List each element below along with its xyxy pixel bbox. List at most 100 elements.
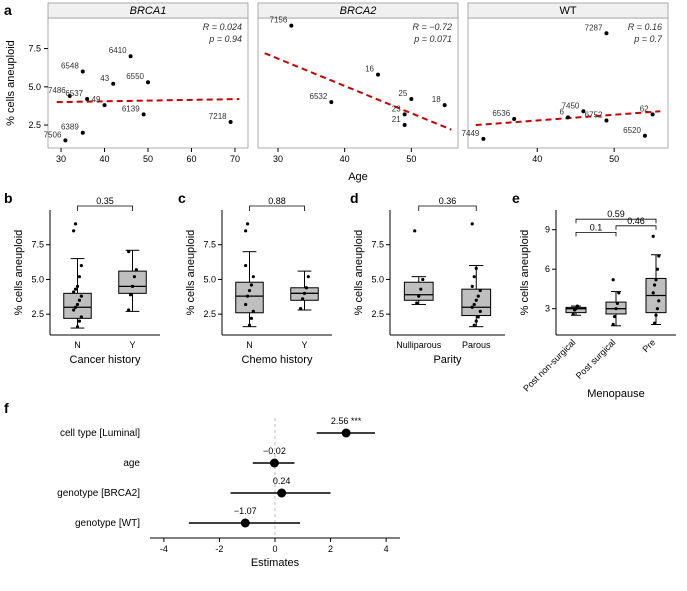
scatter-1: BRCA2 30 40 50 R = −0.72 p = 0.071 7156 16 6532 2… [258, 3, 458, 164]
svg-text:50: 50 [609, 154, 619, 164]
svg-text:N: N [246, 340, 253, 350]
svg-text:% cells aneuploid: % cells aneuploid [185, 230, 197, 316]
svg-text:0.1: 0.1 [590, 222, 603, 232]
svg-text:Parity: Parity [433, 354, 462, 366]
svg-text:6520: 6520 [623, 126, 641, 135]
svg-text:7.5: 7.5 [371, 240, 384, 250]
panel-f: cell type [Luminal] 2.56 *** age −0.02 genot… [57, 416, 400, 569]
svg-text:16: 16 [365, 65, 374, 74]
svg-text:-2: -2 [215, 544, 223, 554]
svg-text:6532: 6532 [310, 92, 328, 101]
svg-text:6389: 6389 [61, 123, 79, 132]
svg-text:7486: 7486 [48, 86, 66, 95]
svg-text:60: 60 [186, 154, 196, 164]
svg-text:6537: 6537 [65, 89, 83, 98]
svg-text:4: 4 [384, 544, 389, 554]
svg-text:7287: 7287 [585, 23, 603, 32]
label-a: a [4, 2, 12, 18]
svg-text:0: 0 [272, 544, 277, 554]
panel-d: 2.55.07.5% cells aneuploidNulliparousPar… [353, 196, 505, 366]
svg-text:7506: 7506 [44, 130, 62, 139]
svg-text:25: 25 [398, 89, 407, 98]
svg-text:0.24: 0.24 [273, 476, 291, 486]
svg-text:6548: 6548 [61, 62, 79, 71]
svg-text:cell type [Luminal]: cell type [Luminal] [60, 428, 140, 439]
svg-text:50: 50 [143, 154, 153, 164]
svg-text:age: age [123, 458, 140, 469]
svg-text:3: 3 [545, 304, 550, 314]
svg-text:7156: 7156 [270, 16, 288, 25]
svg-text:9: 9 [545, 225, 550, 235]
panel-e: 369% cells aneuploidPost non-surgicalPos… [519, 209, 676, 400]
svg-text:40: 40 [532, 154, 542, 164]
panel-c: 2.55.07.5% cells aneuploidNY0.88Chemo hi… [185, 196, 332, 366]
svg-text:30: 30 [273, 154, 283, 164]
svg-text:Post surgical: Post surgical [574, 337, 618, 381]
svg-text:0.88: 0.88 [268, 196, 286, 206]
svg-text:−1.07: −1.07 [234, 506, 257, 516]
svg-text:23: 23 [392, 104, 401, 113]
svg-text:7449: 7449 [462, 129, 480, 138]
svg-text:p = 0.94: p = 0.94 [208, 34, 242, 44]
svg-text:18: 18 [432, 95, 441, 104]
svg-text:Post non-surgical: Post non-surgical [521, 337, 577, 393]
svg-text:5.0: 5.0 [371, 274, 384, 284]
label-b: b [4, 190, 13, 206]
svg-text:6536: 6536 [492, 109, 510, 118]
svg-text:21: 21 [392, 115, 401, 124]
svg-text:49: 49 [92, 95, 101, 104]
svg-text:genotype [BRCA2]: genotype [BRCA2] [57, 488, 140, 499]
svg-text:R = −0.72: R = −0.72 [412, 22, 452, 32]
figure-svg: % cells aneuploidAgeBRCA12.55.07.5304050… [0, 0, 687, 586]
svg-text:40: 40 [100, 154, 110, 164]
svg-text:R = 0.16: R = 0.16 [628, 22, 662, 32]
svg-text:−0.02: −0.02 [263, 446, 286, 456]
svg-text:2.56 ***: 2.56 *** [331, 416, 362, 426]
label-f: f [4, 400, 9, 416]
svg-text:Age: Age [348, 171, 368, 183]
svg-text:% cells aneuploid: % cells aneuploid [353, 230, 365, 316]
svg-text:Y: Y [129, 340, 135, 350]
svg-text:p = 0.071: p = 0.071 [413, 34, 452, 44]
svg-text:2.5: 2.5 [371, 309, 384, 319]
svg-text:6139: 6139 [122, 104, 140, 113]
label-d: d [350, 190, 359, 206]
svg-text:50: 50 [406, 154, 416, 164]
svg-text:% cells aneuploid: % cells aneuploid [519, 230, 531, 316]
svg-text:-4: -4 [160, 544, 168, 554]
svg-text:BRCA2: BRCA2 [340, 5, 377, 17]
label-e: e [512, 190, 520, 206]
panel-b: 2.55.07.5% cells aneuploidNY0.35Cancer h… [13, 196, 160, 366]
svg-text:7218: 7218 [209, 112, 227, 121]
svg-text:62: 62 [640, 104, 649, 113]
svg-text:p = 0.7: p = 0.7 [633, 34, 663, 44]
svg-text:70: 70 [230, 154, 240, 164]
svg-text:6752: 6752 [585, 110, 603, 119]
svg-text:Cancer history: Cancer history [70, 354, 141, 366]
svg-text:0.59: 0.59 [607, 209, 625, 219]
svg-text:5.0: 5.0 [203, 274, 216, 284]
svg-text:Estimates: Estimates [251, 557, 300, 569]
svg-text:Menopause: Menopause [587, 388, 645, 400]
svg-text:43: 43 [100, 74, 109, 83]
svg-text:30: 30 [56, 154, 66, 164]
svg-text:40: 40 [340, 154, 350, 164]
svg-text:BRCA1: BRCA1 [130, 5, 167, 17]
svg-text:Y: Y [301, 340, 307, 350]
svg-text:Chemo history: Chemo history [242, 354, 313, 366]
label-c: c [178, 190, 186, 206]
svg-text:7.5: 7.5 [28, 44, 41, 54]
scatter-0: BRCA12.55.07.53040506070R = 0.024p = 0.9… [28, 3, 248, 164]
svg-text:2.5: 2.5 [28, 120, 41, 130]
svg-text:2: 2 [328, 544, 333, 554]
svg-text:2.5: 2.5 [31, 309, 44, 319]
svg-text:7.5: 7.5 [31, 240, 44, 250]
svg-text:% cells aneuploid: % cells aneuploid [5, 40, 17, 126]
svg-text:Parous: Parous [462, 340, 491, 350]
svg-text:WT: WT [559, 5, 576, 17]
svg-text:5.0: 5.0 [28, 82, 41, 92]
svg-text:7.5: 7.5 [203, 240, 216, 250]
svg-text:genotype [WT]: genotype [WT] [75, 518, 140, 529]
svg-text:7450: 7450 [562, 101, 580, 110]
svg-text:5.0: 5.0 [31, 274, 44, 284]
